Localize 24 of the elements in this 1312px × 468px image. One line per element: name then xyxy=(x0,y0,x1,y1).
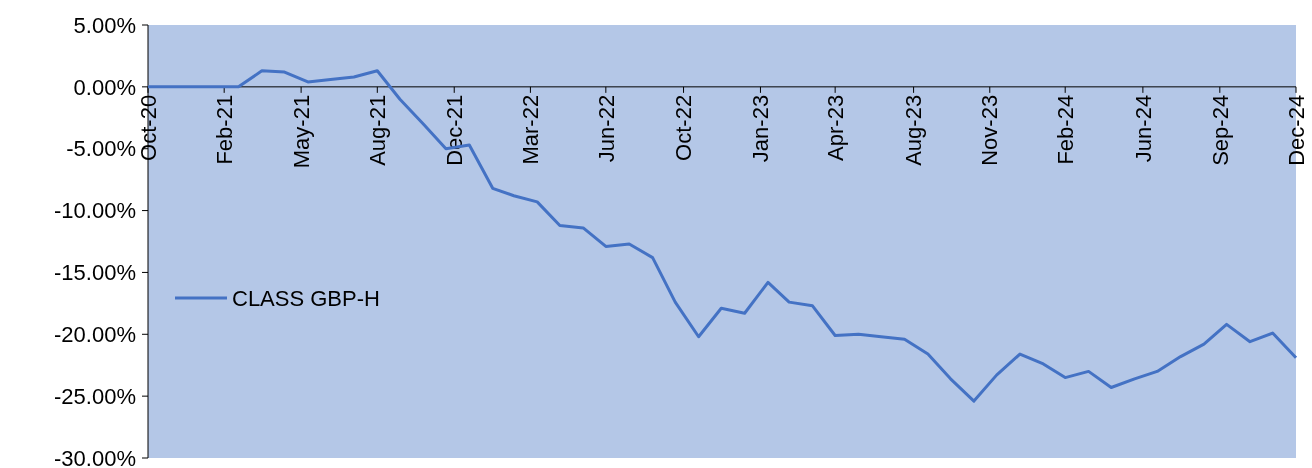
x-tick-label: May-21 xyxy=(288,94,314,169)
x-tick-label: Aug-23 xyxy=(901,94,927,166)
x-tick-label: Jan-23 xyxy=(748,94,774,163)
x-tick-label: Oct-22 xyxy=(671,94,697,161)
y-tick-label: -10.00% xyxy=(54,198,136,224)
x-tick-label: Feb-24 xyxy=(1052,94,1078,165)
x-tick-label: Oct-20 xyxy=(135,94,161,161)
y-tick-label: -30.00% xyxy=(54,445,136,468)
x-tick-label: Jun-24 xyxy=(1130,94,1156,163)
x-tick-label: Sep-24 xyxy=(1207,94,1233,166)
x-tick-label: Nov-23 xyxy=(977,94,1003,166)
y-tick-label: 0.00% xyxy=(73,74,136,100)
y-tick-label: -5.00% xyxy=(66,136,136,162)
x-tick-label: Jun-22 xyxy=(593,94,619,163)
x-tick-label: Dec-24 xyxy=(1283,94,1309,166)
x-tick-label: Feb-21 xyxy=(211,94,237,165)
y-tick-label: -20.00% xyxy=(54,321,136,347)
y-tick-label: -15.00% xyxy=(54,260,136,286)
y-tick-label: 5.00% xyxy=(73,12,136,38)
x-tick-label: Aug-21 xyxy=(365,94,390,166)
y-tick-label: -25.00% xyxy=(54,383,136,409)
x-tick-label: Mar-22 xyxy=(518,94,544,165)
x-tick-label: Apr-23 xyxy=(822,94,848,161)
legend-label: CLASS GBP-H xyxy=(232,285,380,311)
